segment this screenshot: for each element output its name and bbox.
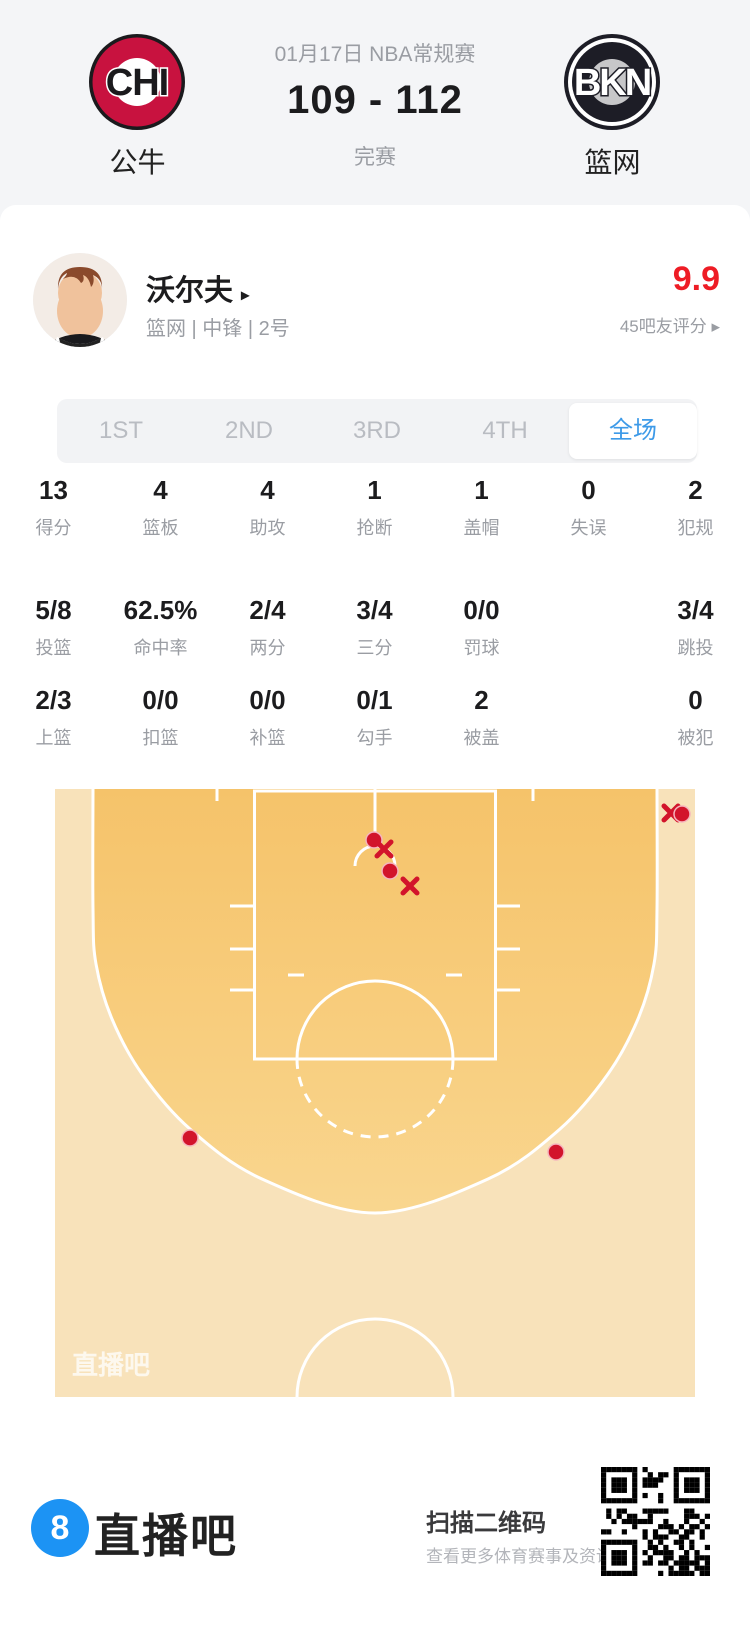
svg-text:BKN: BKN xyxy=(574,62,650,104)
svg-text:直播吧: 直播吧 xyxy=(72,1350,150,1380)
svg-text:8: 8 xyxy=(51,1509,70,1547)
svg-text:CHI: CHI xyxy=(106,62,168,104)
